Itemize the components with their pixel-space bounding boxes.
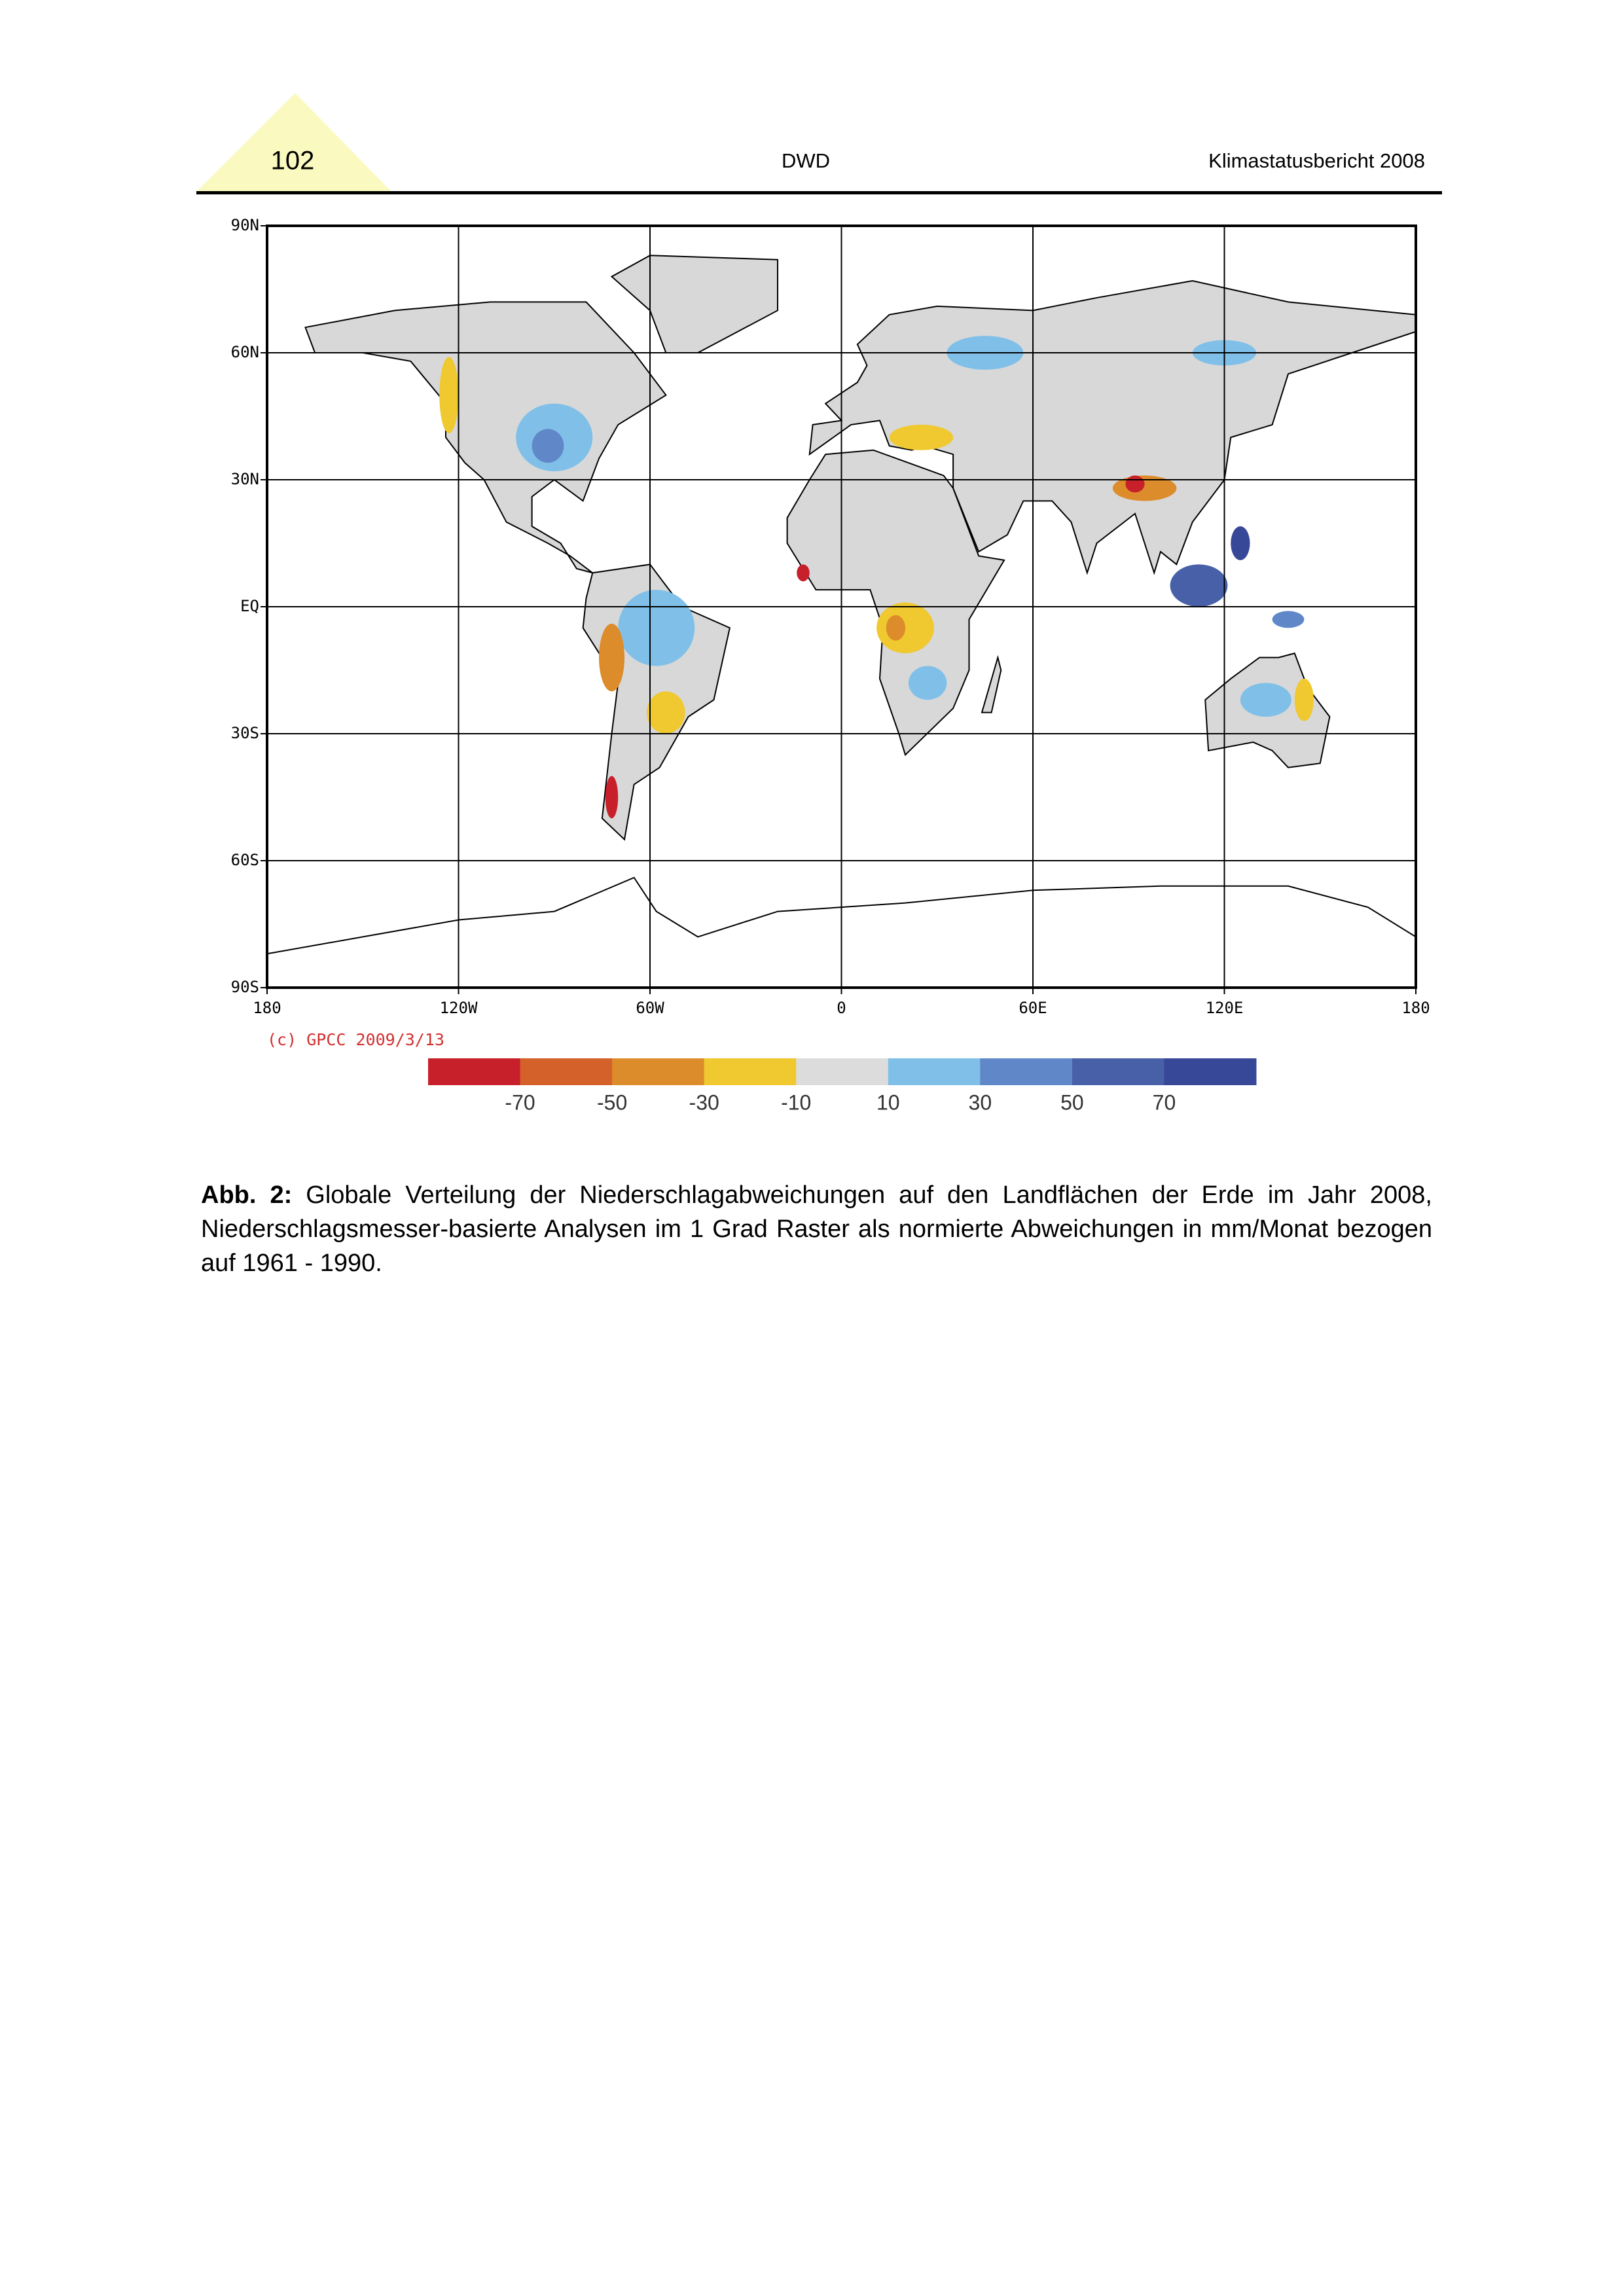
lon-label: 180 — [253, 999, 281, 1017]
publisher: DWD — [782, 149, 830, 172]
patch — [532, 429, 564, 463]
patch — [1294, 678, 1314, 721]
lat-label: 60N — [231, 343, 259, 361]
madagascar — [982, 658, 1001, 713]
patch — [605, 776, 619, 819]
colorbar-label: 30 — [969, 1090, 992, 1114]
patch — [1240, 683, 1291, 717]
colorbar-segment — [612, 1058, 705, 1085]
page-number-badge — [196, 93, 391, 192]
colorbar-label: -30 — [689, 1090, 719, 1114]
lon-label: 60W — [636, 999, 664, 1017]
antarctica — [267, 878, 1416, 954]
map-frame — [266, 224, 1417, 989]
patch — [1125, 475, 1145, 493]
caption-label: Abb. 2: — [201, 1181, 293, 1209]
lon-label: 120E — [1206, 999, 1244, 1017]
caption-text: Globale Verteilung der Niederschlagabwei… — [201, 1181, 1432, 1277]
page-graphics: 102 DWD Klimastatusbericht 2008 — [196, 93, 1442, 1114]
colorbar-label: -50 — [597, 1090, 627, 1114]
lat-label: 90N — [231, 216, 259, 234]
colorbar-segment — [428, 1058, 521, 1085]
patch — [886, 615, 905, 641]
lat-label: 30N — [231, 470, 259, 488]
graticule: 90N 60N 30N EQ 30S 60S 90S 180 120W 60W 0 60E 120E 18… — [231, 216, 1430, 1017]
patch — [797, 564, 810, 582]
lon-label: 0 — [837, 999, 846, 1017]
land — [267, 255, 1416, 954]
lon-label: 120W — [440, 999, 478, 1017]
patch — [599, 623, 624, 692]
colorbar: -70 -50 -30 -10 10 30 50 70 — [428, 1058, 1257, 1114]
patch — [647, 691, 685, 734]
patch — [1231, 526, 1250, 560]
header-rule — [196, 191, 1442, 194]
page-number: 102 — [271, 147, 315, 175]
patch — [889, 424, 954, 450]
lat-label: EQ — [240, 597, 259, 615]
patch — [439, 357, 459, 433]
lat-label: 60S — [231, 851, 259, 869]
world-map: 90N 60N 30N EQ 30S 60S 90S 180 120W 60W 0 60E 120E 18… — [231, 216, 1430, 1017]
lat-label: 90S — [231, 978, 259, 996]
colorbar-segment — [520, 1058, 613, 1085]
colorbar-segment — [1164, 1058, 1257, 1085]
patch — [1170, 564, 1228, 607]
colorbar-label: -10 — [781, 1090, 811, 1114]
colorbar-segment — [980, 1058, 1073, 1085]
colorbar-segment — [704, 1058, 797, 1085]
colorbar-segment — [796, 1058, 889, 1085]
anomaly-patches — [439, 336, 1314, 819]
lat-label: 30S — [231, 724, 259, 742]
colorbar-label: -70 — [505, 1090, 535, 1114]
colorbar-segment — [888, 1058, 981, 1085]
credit: (c) GPCC 2009/3/13 — [267, 1030, 444, 1049]
greenland — [612, 255, 778, 353]
report-title: Klimastatusbericht 2008 — [1208, 149, 1425, 172]
colorbar-label: 10 — [876, 1090, 900, 1114]
lon-label: 60E — [1019, 999, 1047, 1017]
colorbar-label: 50 — [1060, 1090, 1084, 1114]
patch — [618, 590, 695, 666]
colorbar-segment — [1072, 1058, 1164, 1085]
lon-label: 180 — [1401, 999, 1430, 1017]
colorbar-label: 70 — [1153, 1090, 1176, 1114]
patch — [1272, 611, 1305, 628]
caption: Abb. 2: Globale Verteilung der Niedersch… — [201, 1178, 1432, 1280]
patch — [908, 666, 947, 700]
